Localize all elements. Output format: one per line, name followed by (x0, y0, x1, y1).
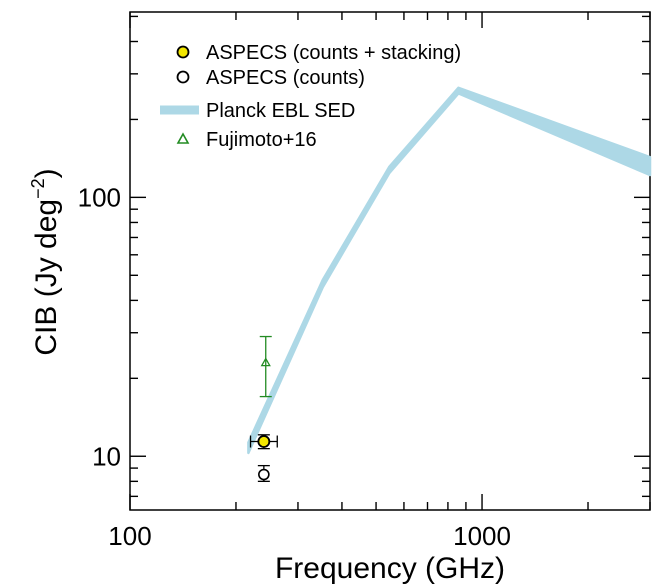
aspecs-counts-point (258, 468, 270, 481)
x-tick-label: 100 (108, 521, 151, 551)
data-points-layer (249, 335, 278, 482)
axis-ticks (129, 12, 651, 510)
legend-aspecs-counts-marker (176, 70, 190, 84)
tick-labels: 100 1000 10 100 (78, 182, 511, 551)
planck-ebl-sed-band (247, 86, 652, 455)
plot-frame (129, 11, 651, 511)
legend-aspecs-stacking-marker (176, 45, 190, 59)
legend-label: ASPECS (counts + stacking) (206, 42, 461, 64)
x-axis-label: Frequency (GHz) (275, 552, 505, 585)
y-axis-label-exponent: −2 (28, 178, 48, 199)
y-axis-label-close: ) (30, 168, 63, 178)
legend: ASPECS (counts + stacking) ASPECS (counts… (160, 42, 461, 151)
aspecs-counts-stacking-point (257, 435, 271, 448)
planck-band-layer (247, 86, 652, 455)
x-tick-label: 1000 (453, 521, 511, 551)
fujimoto16-point (260, 357, 271, 367)
legend-fujimoto-marker (176, 132, 190, 144)
y-axis-label: CIB (Jy deg−2) (28, 168, 63, 355)
legend-label: Fujimoto+16 (206, 129, 317, 151)
legend-label: Planck EBL SED (206, 100, 355, 122)
y-axis-label-main: CIB (Jy deg (30, 199, 63, 356)
y-tick-label: 10 (92, 441, 121, 471)
y-tick-label: 100 (78, 182, 121, 212)
legend-label: ASPECS (counts) (206, 67, 365, 89)
